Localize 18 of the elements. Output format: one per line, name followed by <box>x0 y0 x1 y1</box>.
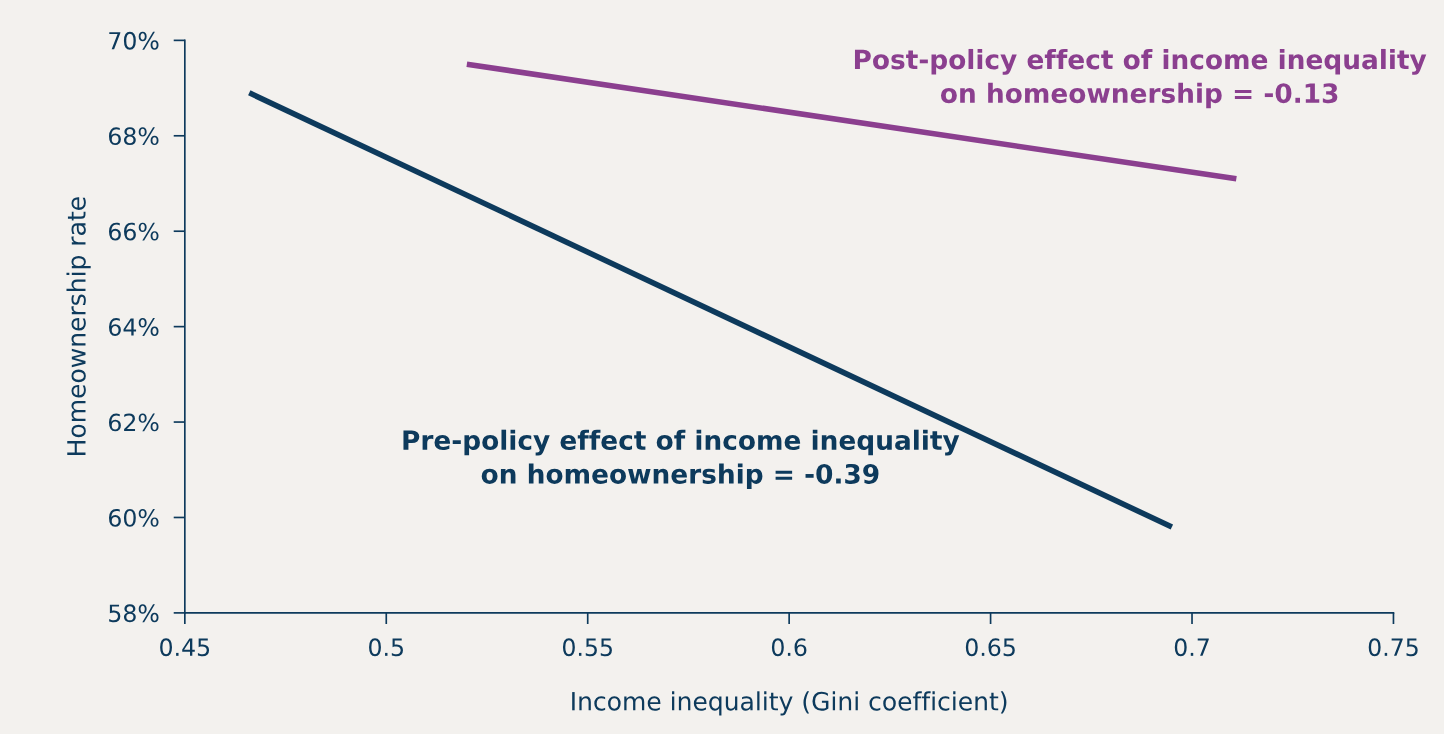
x-tick-label: 0.7 <box>1174 638 1209 657</box>
x-tick-label: 0.5 <box>369 638 403 657</box>
y-tick-label: 62% <box>109 413 159 432</box>
x-tick-label: 0.55 <box>562 638 612 657</box>
x-tick-label: 0.75 <box>1368 638 1418 657</box>
x-tick-label: 0.6 <box>771 638 807 657</box>
x-tick-label: 0.65 <box>965 638 1015 657</box>
y-tick-label: 66% <box>109 222 159 241</box>
y-tick-label: 70% <box>109 31 159 50</box>
series-label: Post-policy effect of income inequality on homeownership = -0.13 <box>854 48 1427 109</box>
y-tick-label: 64% <box>109 318 159 336</box>
y-tick-label: 68% <box>109 127 159 146</box>
series-label: Pre-policy effect of income inequality on homeownership = -0.39 <box>403 429 960 489</box>
y-tick-label: 58% <box>109 604 159 623</box>
y-tick-label: 60% <box>109 508 159 527</box>
y-axis-title: Homeownership rate <box>66 197 91 455</box>
x-tick-label: 0.45 <box>160 638 210 657</box>
x-axis-title: Income inequality (Gini coefficient) <box>572 691 1007 716</box>
